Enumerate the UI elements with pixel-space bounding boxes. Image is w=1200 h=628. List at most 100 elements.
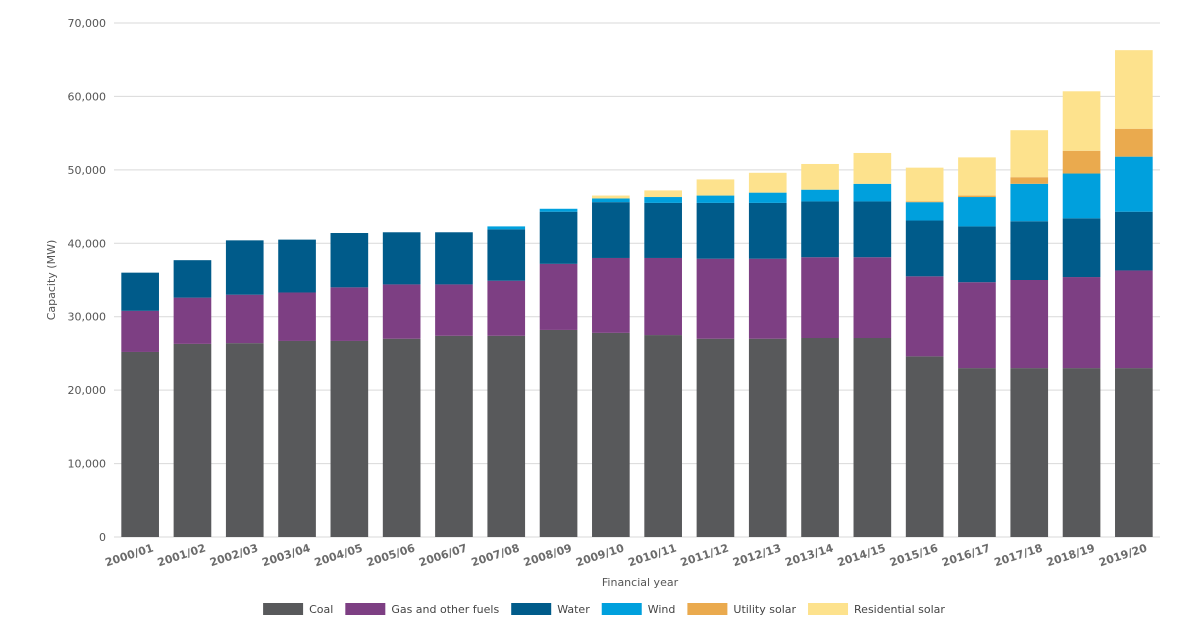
bar-segment: [121, 272, 159, 311]
legend-swatch: [345, 603, 386, 615]
bar-segment: [1010, 368, 1049, 537]
legend-swatch: [263, 603, 304, 615]
bar-segment: [644, 335, 682, 537]
bar-segment: [696, 338, 735, 537]
bar-segment: [853, 257, 892, 339]
x-tick-label: 2006/07: [417, 541, 469, 569]
bar-segment: [1062, 218, 1101, 278]
bar-segment: [644, 202, 682, 258]
bar-segment: [435, 232, 473, 285]
bar-segment: [801, 163, 839, 190]
bar-segment: [958, 197, 996, 227]
bar-segment: [539, 211, 578, 264]
legend-label: Residential solar: [854, 603, 945, 616]
bar-segment: [382, 338, 421, 537]
x-tick-label: 2008/09: [522, 541, 574, 569]
bar-segment: [487, 226, 526, 230]
x-tick-label: 2019/20: [1097, 541, 1149, 569]
bar-segment: [592, 257, 630, 333]
x-tick-label: 2015/16: [888, 541, 940, 569]
bar-segment: [330, 287, 369, 341]
legend-label: Water: [557, 603, 590, 616]
bar-segment: [330, 233, 369, 288]
bar-segment: [173, 343, 212, 537]
y-tick-label: 0: [99, 531, 106, 544]
x-axis-ticks: 2000/01 2001/02 2002/03 2003/04 2004/05 2005/…: [104, 541, 1150, 569]
x-tick-label: 2011/12: [679, 541, 731, 569]
x-tick-label: 2014/15: [836, 541, 888, 569]
x-axis-title: Financial year: [602, 576, 679, 589]
bar-segment: [1115, 128, 1153, 157]
bar-segment: [958, 368, 996, 537]
bar-segment: [905, 202, 944, 221]
bar-segment: [435, 335, 473, 537]
bar-segment: [121, 310, 159, 352]
legend-swatch: [687, 603, 728, 615]
bar-segment: [748, 338, 787, 537]
legend-swatch: [511, 603, 552, 615]
gridlines: [114, 22, 1160, 538]
y-tick-label: 40,000: [68, 237, 107, 250]
y-tick-label: 10,000: [68, 458, 107, 471]
legend-label: Gas and other fuels: [391, 603, 499, 616]
bar-segment: [225, 240, 264, 295]
x-tick-label: 2001/02: [156, 541, 208, 569]
y-tick-label: 70,000: [68, 17, 107, 30]
bar-segment: [696, 202, 735, 259]
y-tick-label: 50,000: [68, 164, 107, 177]
bar-segment: [853, 201, 892, 258]
bar-segment: [225, 343, 264, 537]
bar-segment: [696, 179, 735, 196]
bar-segment: [853, 338, 892, 537]
bar-segment: [487, 280, 526, 336]
bar-segment: [539, 329, 578, 537]
bar-segment: [539, 263, 578, 330]
bar-segment: [1010, 177, 1049, 184]
bars: [121, 50, 1153, 537]
x-tick-label: 2007/08: [470, 541, 522, 569]
bar-segment: [592, 202, 630, 258]
bar-segment: [330, 340, 369, 537]
x-tick-label: 2013/14: [783, 541, 835, 569]
x-tick-label: 2000/01: [104, 541, 156, 569]
x-tick-label: 2009/10: [574, 541, 626, 569]
bar-segment: [1115, 156, 1153, 212]
bar-segment: [1062, 368, 1101, 537]
bar-segment: [748, 192, 787, 203]
bar-segment: [1062, 277, 1101, 369]
bar-segment: [958, 282, 996, 369]
bar-segment: [853, 183, 892, 202]
x-tick-label: 2017/18: [993, 541, 1045, 569]
bar-segment: [1062, 91, 1101, 151]
bar-segment: [1115, 368, 1153, 537]
x-tick-label: 2018/19: [1045, 541, 1097, 569]
bar-segment: [748, 172, 787, 193]
y-tick-label: 20,000: [68, 384, 107, 397]
bar-segment: [487, 335, 526, 537]
bar-segment: [748, 258, 787, 339]
bar-segment: [1115, 211, 1153, 271]
bar-segment: [853, 152, 892, 184]
bar-segment: [801, 201, 839, 258]
x-tick-label: 2004/05: [313, 541, 365, 569]
bar-segment: [539, 208, 578, 212]
bar-segment: [1010, 280, 1049, 369]
bar-segment: [382, 284, 421, 339]
bar-segment: [958, 195, 996, 198]
legend-swatch: [808, 603, 849, 615]
bar-segment: [644, 257, 682, 336]
bar-segment: [1062, 173, 1101, 219]
bar-segment: [958, 226, 996, 283]
bar-segment: [644, 190, 682, 198]
x-tick-label: 2005/06: [365, 541, 417, 569]
bar-segment: [905, 167, 944, 202]
bar-segment: [382, 232, 421, 285]
bar-segment: [278, 292, 316, 341]
y-tick-label: 30,000: [68, 311, 107, 324]
legend-label: Utility solar: [733, 603, 796, 616]
y-tick-label: 60,000: [68, 90, 107, 103]
legend-swatch: [601, 603, 642, 615]
bar-segment: [905, 201, 944, 203]
bar-segment: [592, 195, 630, 199]
